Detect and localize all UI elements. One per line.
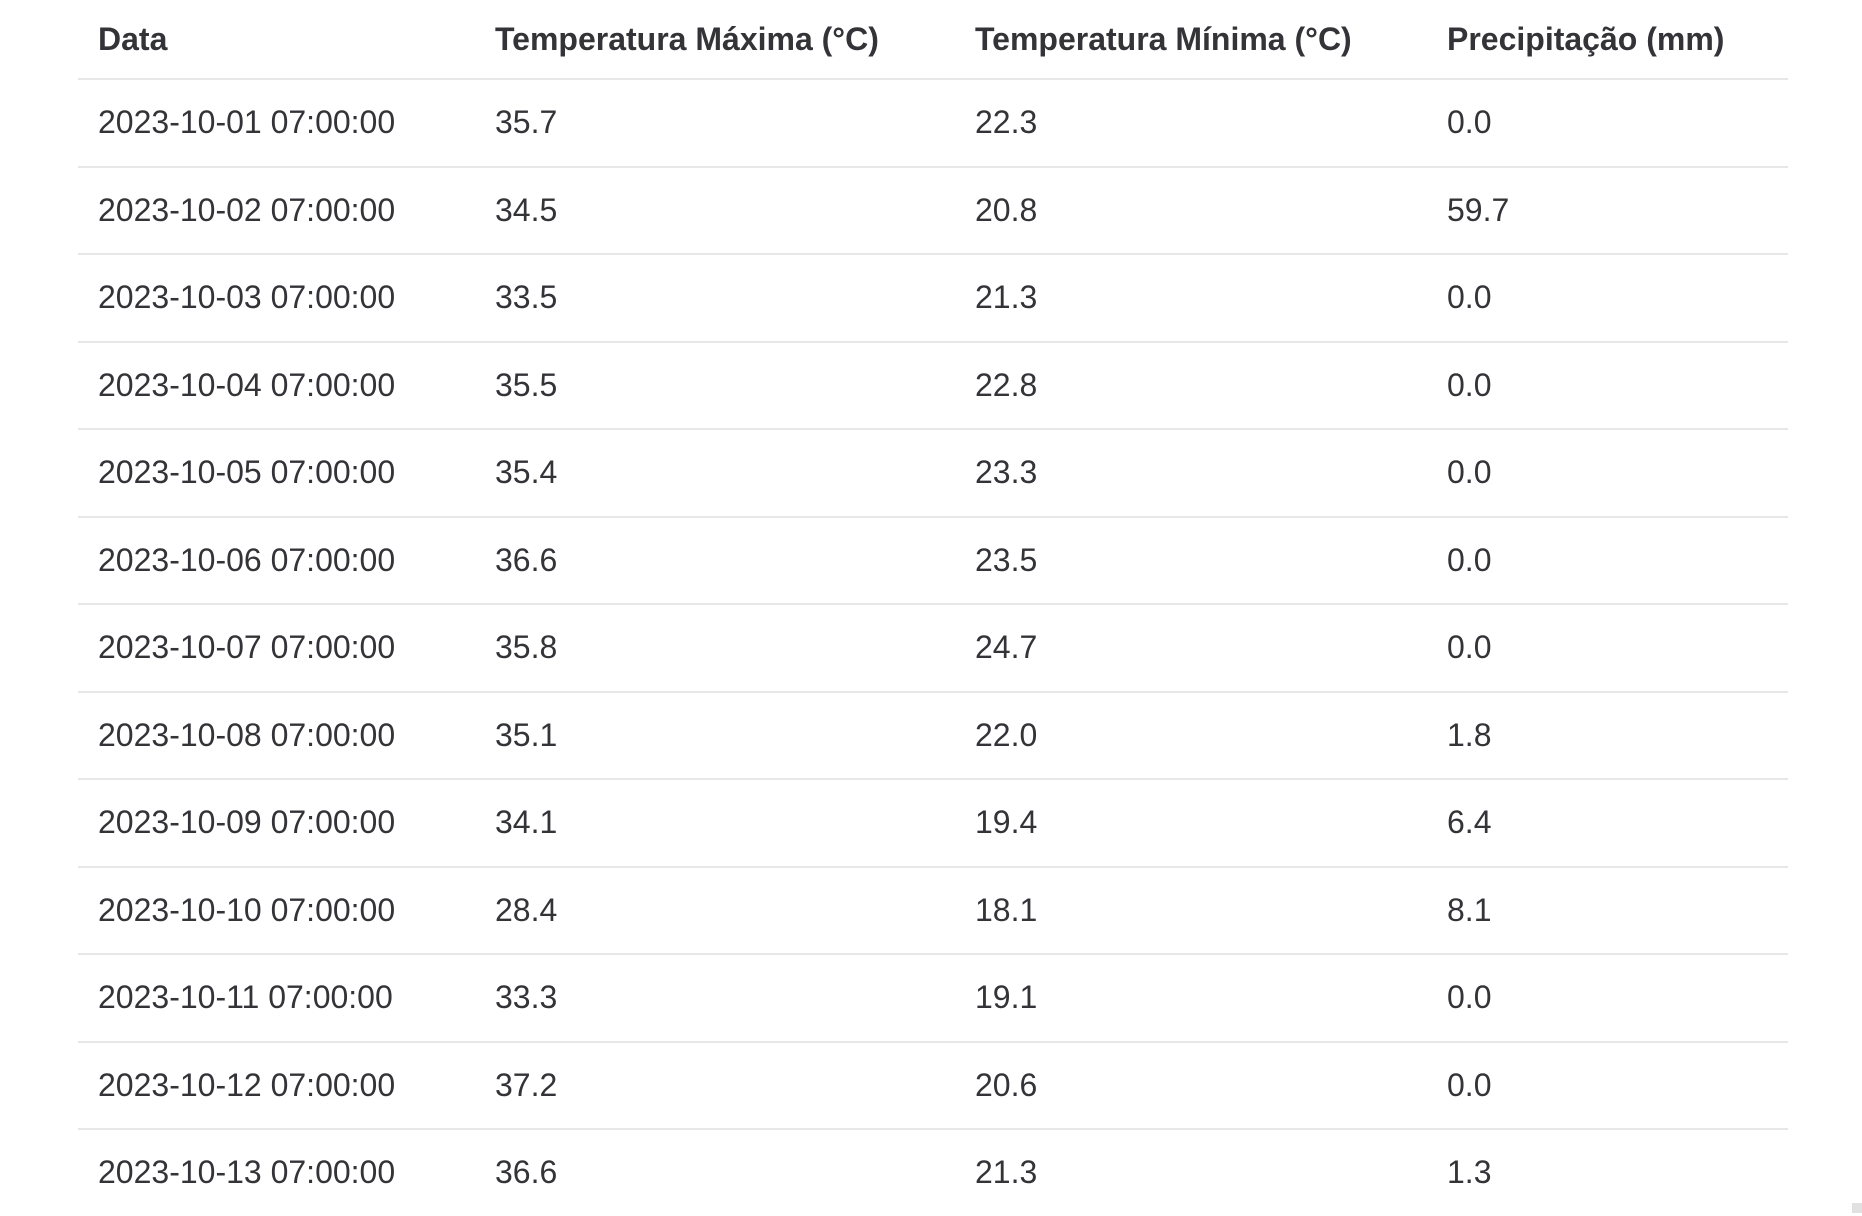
cell-precipitation: 1.8 bbox=[1427, 690, 1788, 779]
cell-precipitation: 6.4 bbox=[1427, 778, 1788, 867]
cell-precipitation: 0.0 bbox=[1427, 78, 1788, 167]
cell-temp-min: 23.3 bbox=[955, 428, 1427, 517]
table-row: 2023-10-11 07:00:00 33.3 19.1 0.0 bbox=[78, 953, 1788, 1042]
cell-temp-max: 35.8 bbox=[475, 603, 955, 692]
table-row: 2023-10-13 07:00:00 36.6 21.3 1.3 bbox=[78, 1128, 1788, 1216]
scrollbar-corner bbox=[1852, 1203, 1862, 1213]
cell-precipitation: 0.0 bbox=[1427, 428, 1788, 517]
table-row: 2023-10-01 07:00:00 35.7 22.3 0.0 bbox=[78, 78, 1788, 167]
table-row: 2023-10-10 07:00:00 28.4 18.1 8.1 bbox=[78, 865, 1788, 954]
cell-temp-max: 37.2 bbox=[475, 1040, 955, 1129]
table-row: 2023-10-05 07:00:00 35.4 23.3 0.0 bbox=[78, 428, 1788, 517]
cell-date: 2023-10-04 07:00:00 bbox=[78, 340, 475, 429]
cell-precipitation: 0.0 bbox=[1427, 253, 1788, 342]
cell-temp-min: 24.7 bbox=[955, 603, 1427, 692]
weather-table: Data Temperatura Máxima (°C) Temperatura M… bbox=[78, 0, 1788, 1216]
table-body: 2023-10-01 07:00:00 35.7 22.3 0.0 2023-10-02… bbox=[78, 78, 1788, 1216]
column-header-precipitation: Precipitação (mm) bbox=[1447, 20, 1725, 57]
cell-date: 2023-10-01 07:00:00 bbox=[78, 78, 475, 167]
cell-precipitation: 0.0 bbox=[1427, 603, 1788, 692]
table-row: 2023-10-02 07:00:00 34.5 20.8 59.7 bbox=[78, 165, 1788, 254]
cell-temp-max: 34.1 bbox=[475, 778, 955, 867]
column-header-date: Data bbox=[98, 20, 168, 57]
cell-temp-min: 22.0 bbox=[955, 690, 1427, 779]
cell-precipitation: 0.0 bbox=[1427, 1040, 1788, 1129]
cell-temp-min: 18.1 bbox=[955, 865, 1427, 954]
table-row: 2023-10-07 07:00:00 35.8 24.7 0.0 bbox=[78, 603, 1788, 692]
cell-temp-max: 33.3 bbox=[475, 953, 955, 1042]
cell-precipitation: 1.3 bbox=[1427, 1128, 1788, 1216]
cell-temp-max: 35.7 bbox=[475, 78, 955, 167]
cell-date: 2023-10-13 07:00:00 bbox=[78, 1128, 475, 1216]
cell-date: 2023-10-06 07:00:00 bbox=[78, 515, 475, 604]
cell-precipitation: 8.1 bbox=[1427, 865, 1788, 954]
cell-date: 2023-10-05 07:00:00 bbox=[78, 428, 475, 517]
cell-precipitation: 0.0 bbox=[1427, 340, 1788, 429]
cell-temp-min: 22.8 bbox=[955, 340, 1427, 429]
cell-date: 2023-10-09 07:00:00 bbox=[78, 778, 475, 867]
cell-date: 2023-10-07 07:00:00 bbox=[78, 603, 475, 692]
cell-temp-max: 35.4 bbox=[475, 428, 955, 517]
table-row: 2023-10-08 07:00:00 35.1 22.0 1.8 bbox=[78, 690, 1788, 779]
cell-temp-max: 33.5 bbox=[475, 253, 955, 342]
cell-precipitation: 0.0 bbox=[1427, 953, 1788, 1042]
table-header: Data Temperatura Máxima (°C) Temperatura M… bbox=[78, 0, 1788, 79]
table-row: 2023-10-04 07:00:00 35.5 22.8 0.0 bbox=[78, 340, 1788, 429]
cell-temp-min: 20.6 bbox=[955, 1040, 1427, 1129]
table-row: 2023-10-09 07:00:00 34.1 19.4 6.4 bbox=[78, 778, 1788, 867]
table-header-row: Data Temperatura Máxima (°C) Temperatura M… bbox=[78, 0, 1788, 79]
cell-temp-min: 21.3 bbox=[955, 1128, 1427, 1216]
table-row: 2023-10-12 07:00:00 37.2 20.6 0.0 bbox=[78, 1040, 1788, 1129]
cell-temp-min: 19.4 bbox=[955, 778, 1427, 867]
cell-temp-min: 21.3 bbox=[955, 253, 1427, 342]
cell-precipitation: 0.0 bbox=[1427, 515, 1788, 604]
cell-temp-min: 22.3 bbox=[955, 78, 1427, 167]
cell-date: 2023-10-03 07:00:00 bbox=[78, 253, 475, 342]
cell-date: 2023-10-02 07:00:00 bbox=[78, 165, 475, 254]
cell-temp-max: 35.1 bbox=[475, 690, 955, 779]
cell-temp-max: 28.4 bbox=[475, 865, 955, 954]
cell-date: 2023-10-08 07:00:00 bbox=[78, 690, 475, 779]
cell-temp-min: 19.1 bbox=[955, 953, 1427, 1042]
column-header-temp-max: Temperatura Máxima (°C) bbox=[495, 20, 879, 57]
cell-temp-min: 20.8 bbox=[955, 165, 1427, 254]
cell-temp-max: 36.6 bbox=[475, 515, 955, 604]
cell-temp-max: 35.5 bbox=[475, 340, 955, 429]
table-row: 2023-10-03 07:00:00 33.5 21.3 0.0 bbox=[78, 253, 1788, 342]
column-header-temp-min: Temperatura Mínima (°C) bbox=[975, 20, 1352, 57]
weather-table-container: Data Temperatura Máxima (°C) Temperatura M… bbox=[78, 0, 1788, 1216]
cell-precipitation: 59.7 bbox=[1427, 165, 1788, 254]
cell-temp-min: 23.5 bbox=[955, 515, 1427, 604]
cell-temp-max: 36.6 bbox=[475, 1128, 955, 1216]
table-row: 2023-10-06 07:00:00 36.6 23.5 0.0 bbox=[78, 515, 1788, 604]
cell-temp-max: 34.5 bbox=[475, 165, 955, 254]
cell-date: 2023-10-12 07:00:00 bbox=[78, 1040, 475, 1129]
cell-date: 2023-10-10 07:00:00 bbox=[78, 865, 475, 954]
cell-date: 2023-10-11 07:00:00 bbox=[78, 953, 475, 1042]
